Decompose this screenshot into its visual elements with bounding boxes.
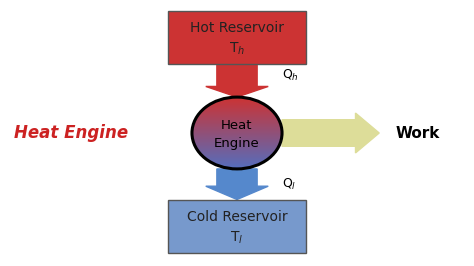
Bar	[198, 150, 276, 151]
Bar	[192, 138, 282, 139]
Bar	[192, 128, 282, 129]
Bar	[192, 129, 282, 130]
Bar	[221, 99, 253, 100]
Bar	[194, 122, 280, 123]
Bar	[202, 110, 272, 111]
Bar	[192, 137, 282, 138]
Bar	[221, 166, 253, 167]
Text: Q$_h$: Q$_h$	[282, 68, 299, 83]
Bar	[197, 149, 277, 150]
Bar	[206, 159, 268, 160]
Bar	[200, 112, 274, 113]
Bar	[201, 154, 273, 155]
Bar	[208, 160, 266, 161]
FancyArrow shape	[206, 64, 268, 97]
Text: Engine: Engine	[214, 137, 260, 150]
Text: Hot Reservoir: Hot Reservoir	[190, 21, 284, 35]
Bar	[200, 152, 274, 153]
Bar	[226, 98, 248, 99]
Bar	[192, 134, 282, 135]
Bar	[226, 167, 248, 168]
Bar	[213, 163, 261, 164]
Bar	[194, 121, 280, 122]
Bar	[211, 103, 263, 104]
Text: T$_h$: T$_h$	[229, 41, 245, 57]
Bar	[197, 116, 277, 117]
Bar	[195, 145, 279, 146]
FancyBboxPatch shape	[168, 11, 306, 64]
Text: Heat: Heat	[221, 119, 253, 131]
Bar	[202, 155, 272, 156]
Text: Q$_l$: Q$_l$	[282, 177, 296, 192]
Bar	[193, 140, 281, 141]
Bar	[195, 146, 279, 147]
Bar	[198, 115, 276, 116]
Bar	[192, 132, 282, 133]
Bar	[193, 123, 281, 124]
Bar	[203, 109, 271, 110]
Bar	[196, 148, 278, 149]
Bar	[205, 107, 269, 108]
Bar	[218, 100, 256, 101]
Bar	[206, 106, 268, 107]
Bar	[201, 111, 273, 112]
FancyArrow shape	[206, 169, 268, 200]
Text: T$_l$: T$_l$	[230, 230, 244, 246]
Bar	[192, 131, 282, 132]
Bar	[210, 161, 264, 162]
Text: Work: Work	[396, 126, 440, 140]
Bar	[194, 144, 280, 145]
Bar	[193, 125, 281, 126]
Bar	[193, 142, 281, 143]
Bar	[200, 113, 274, 114]
Text: Heat Engine: Heat Engine	[14, 124, 128, 142]
FancyArrow shape	[282, 113, 379, 153]
Bar	[192, 130, 282, 131]
Bar	[196, 147, 278, 148]
Bar	[204, 157, 270, 158]
Bar	[195, 120, 279, 121]
Bar	[199, 151, 275, 152]
Bar	[192, 127, 282, 128]
Bar	[218, 165, 256, 166]
Bar	[194, 143, 280, 144]
Bar	[216, 101, 258, 102]
Bar	[203, 156, 271, 157]
Bar	[229, 168, 245, 169]
FancyBboxPatch shape	[168, 200, 306, 253]
Bar	[196, 117, 278, 118]
Bar	[229, 97, 245, 98]
Bar	[200, 153, 274, 154]
Bar	[193, 124, 281, 125]
Bar	[213, 102, 261, 103]
Text: Cold Reservoir: Cold Reservoir	[187, 210, 287, 223]
Bar	[205, 158, 269, 159]
Bar	[192, 135, 282, 136]
Bar	[211, 162, 263, 163]
Bar	[216, 164, 258, 165]
Bar	[199, 114, 275, 115]
Bar	[210, 104, 264, 105]
Bar	[192, 133, 282, 134]
Bar	[196, 118, 278, 119]
Bar	[193, 139, 281, 140]
Bar	[192, 136, 282, 137]
Bar	[204, 108, 270, 109]
Bar	[208, 105, 266, 106]
Bar	[195, 119, 279, 120]
Bar	[193, 141, 281, 142]
Bar	[193, 126, 281, 127]
